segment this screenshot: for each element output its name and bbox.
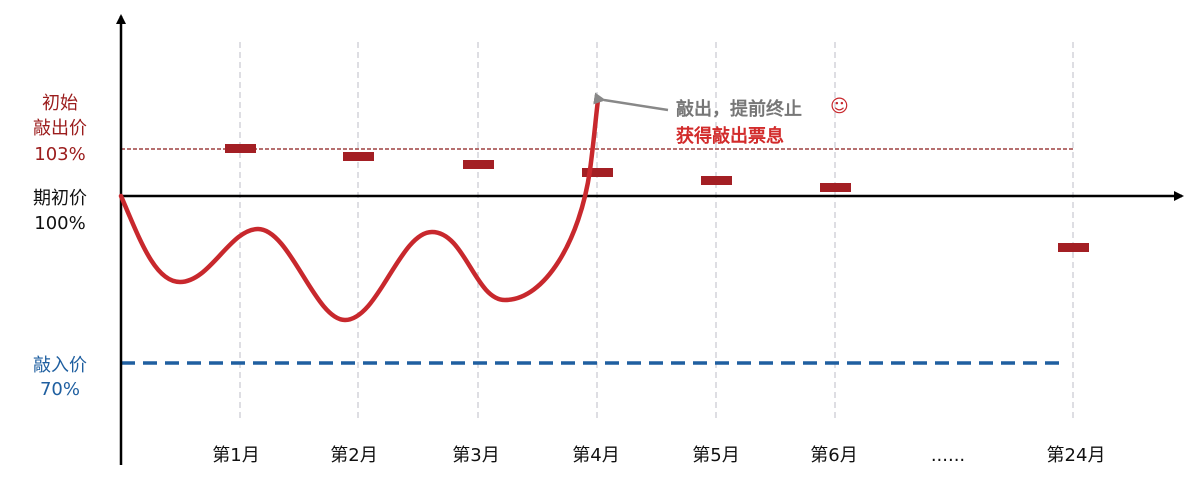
level-label: 期初价: [33, 188, 87, 209]
level-mark: [701, 176, 732, 185]
level-label: 100%: [34, 213, 85, 234]
month-label: 第1月: [212, 445, 259, 466]
annotation-arrow: [593, 92, 669, 112]
level-mark: [225, 144, 256, 153]
month-label: 第5月: [692, 445, 739, 466]
knock-out-marks: [225, 144, 1089, 252]
level-label: 103%: [34, 144, 85, 165]
annotation-emoji: ☺: [830, 96, 849, 117]
level-mark: [582, 168, 613, 177]
month-label: 第2月: [330, 445, 377, 466]
level-label: 敲入价: [33, 355, 87, 376]
month-label: 第6月: [810, 445, 857, 466]
level-mark: [820, 183, 851, 192]
level-mark: [1058, 243, 1089, 252]
annotation-line2: 获得敲出票息: [676, 125, 784, 147]
price-path: [118, 97, 601, 323]
month-label: 第4月: [572, 445, 619, 466]
month-label: ......: [931, 445, 965, 466]
level-label: 敲出价: [33, 118, 87, 139]
month-label: 第3月: [452, 445, 499, 466]
level-mark: [343, 152, 374, 161]
month-label: 第24月: [1047, 445, 1106, 466]
level-mark: [463, 160, 494, 169]
level-label: 初始: [42, 93, 78, 114]
level-label: 70%: [40, 379, 80, 400]
annotation-line1: 敲出，提前终止: [676, 98, 802, 120]
